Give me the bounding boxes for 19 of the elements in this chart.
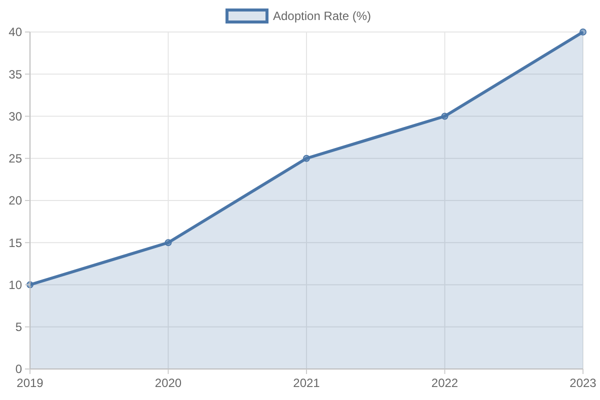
y-tick-label: 35	[8, 67, 22, 82]
x-tick-label: 2021	[293, 376, 320, 390]
y-tick-label: 20	[8, 194, 22, 208]
y-tick-label: 15	[8, 236, 22, 250]
legend-label: Adoption Rate (%)	[273, 9, 372, 24]
point	[303, 154, 310, 162]
y-tick-label: 40	[8, 25, 22, 40]
point	[441, 112, 448, 120]
y-tick-label: 10	[8, 278, 22, 292]
y-tick-label: 25	[8, 152, 22, 166]
point	[580, 28, 586, 36]
y-tick-label: 5	[15, 320, 22, 334]
x-tick-label: 2022	[431, 376, 458, 390]
point	[164, 239, 172, 246]
x-tick-label: 2023	[570, 376, 597, 390]
x-tick-label: 2020	[154, 376, 182, 390]
x-tick-label: 2019	[16, 376, 44, 390]
y-tick-label: 30	[8, 109, 22, 124]
y-tick-label: 0	[15, 362, 22, 376]
